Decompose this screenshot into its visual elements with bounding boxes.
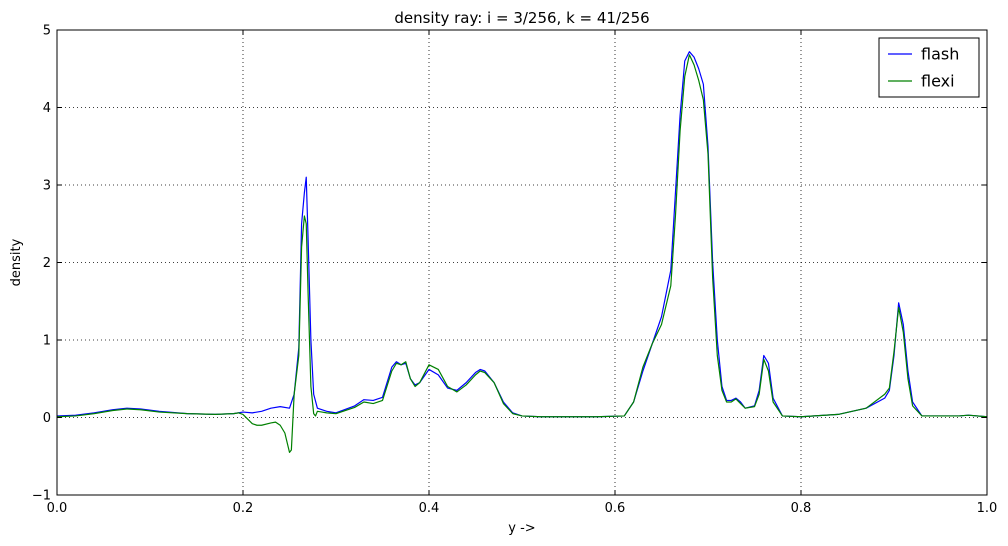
legend-label-flash: flash [921, 45, 959, 64]
chart-title: density ray: i = 3/256, k = 41/256 [394, 9, 649, 27]
y-tick-label: 3 [43, 179, 51, 194]
y-tick-label: 0 [43, 411, 51, 426]
x-tick-label: 0.6 [605, 501, 626, 516]
x-axis-label: y -> [508, 521, 535, 536]
series-line-flash [56, 51, 988, 418]
x-tick-label: 0.2 [233, 501, 254, 516]
series-line-flexi [56, 54, 988, 453]
legend-box [878, 37, 980, 98]
y-axis-label: density [9, 238, 24, 286]
y-tick-label: 5 [43, 24, 51, 39]
x-tick-label: 0.8 [791, 501, 812, 516]
y-tick-label: 1 [43, 334, 51, 349]
axis-ticks [56, 29, 988, 496]
y-tick-label: −1 [32, 489, 51, 504]
y-tick-label: 2 [43, 256, 51, 271]
series-layer [56, 51, 988, 453]
legend: flash flexi [878, 37, 980, 98]
x-tick-label: 0.0 [47, 501, 68, 516]
x-tick-labels: 0.0 0.2 0.4 0.6 0.8 1.0 [47, 501, 998, 516]
x-tick-label: 1.0 [977, 501, 998, 516]
x-tick-label: 0.4 [419, 501, 440, 516]
y-tick-label: 4 [43, 101, 51, 116]
y-tick-labels: −1 0 1 2 3 4 5 [32, 24, 51, 504]
legend-label-flexi: flexi [921, 72, 955, 91]
grid-lines [57, 30, 987, 495]
